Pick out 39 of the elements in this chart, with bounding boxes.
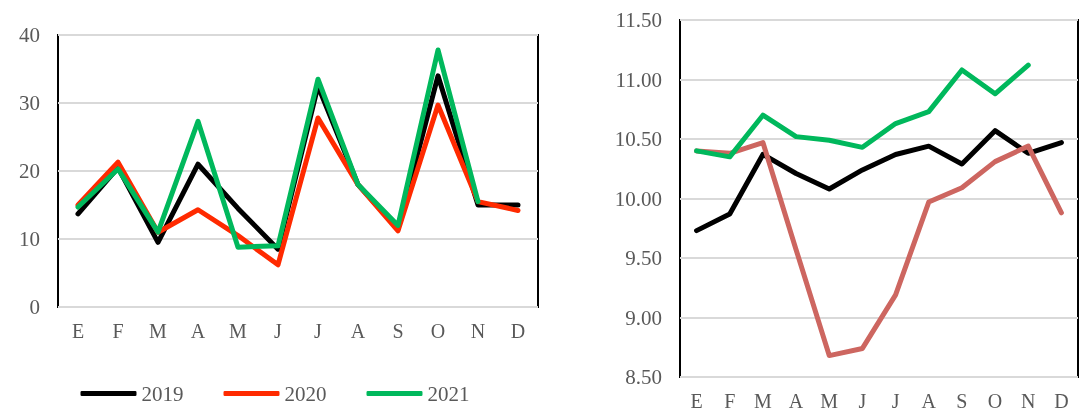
y-tick-label: 8.50	[625, 365, 662, 389]
x-tick-label: N	[1021, 390, 1036, 412]
legend-label: 2019	[141, 381, 184, 406]
x-tick-label: J	[858, 390, 867, 412]
y-tick-label: 10.50	[614, 127, 662, 151]
y-tick-label: 10.00	[614, 186, 662, 211]
legend-label: 2020	[284, 381, 327, 406]
y-tick-label: 20	[19, 159, 40, 183]
x-tick-label: F	[724, 390, 736, 412]
y-tick-label: 30	[19, 91, 40, 115]
y-tick-label: 9.00	[625, 305, 662, 330]
x-tick-label: S	[956, 390, 968, 412]
x-tick-label: D	[1054, 390, 1069, 412]
y-tick-label: 10	[19, 227, 40, 251]
x-tick-label: F	[112, 320, 124, 342]
x-tick-label: M	[149, 320, 168, 342]
x-tick-label: O	[987, 390, 1003, 412]
x-tick-label: A	[190, 320, 206, 342]
x-tick-label: D	[510, 320, 526, 342]
y-tick-label: 11.50	[615, 8, 662, 32]
y-tick-label: 11.00	[615, 67, 662, 92]
x-tick-label: J	[314, 320, 323, 342]
y-tick-label: 0	[29, 295, 40, 319]
x-tick-label: A	[921, 390, 937, 412]
x-tick-label: E	[690, 390, 703, 412]
x-tick-label: M	[229, 320, 248, 342]
x-tick-label: O	[430, 320, 446, 342]
x-tick-label: A	[350, 320, 366, 342]
legend-label: 2021	[427, 381, 470, 406]
x-tick-label: J	[274, 320, 283, 342]
x-tick-label: S	[392, 320, 404, 342]
y-tick-label: 40	[19, 23, 40, 47]
x-tick-label: N	[470, 320, 486, 342]
x-tick-label: M	[820, 390, 839, 412]
x-tick-label: M	[754, 390, 773, 412]
x-tick-label: A	[788, 390, 804, 412]
x-tick-label: J	[891, 390, 900, 412]
y-tick-label: 9.50	[625, 246, 662, 270]
x-tick-label: E	[71, 320, 85, 342]
